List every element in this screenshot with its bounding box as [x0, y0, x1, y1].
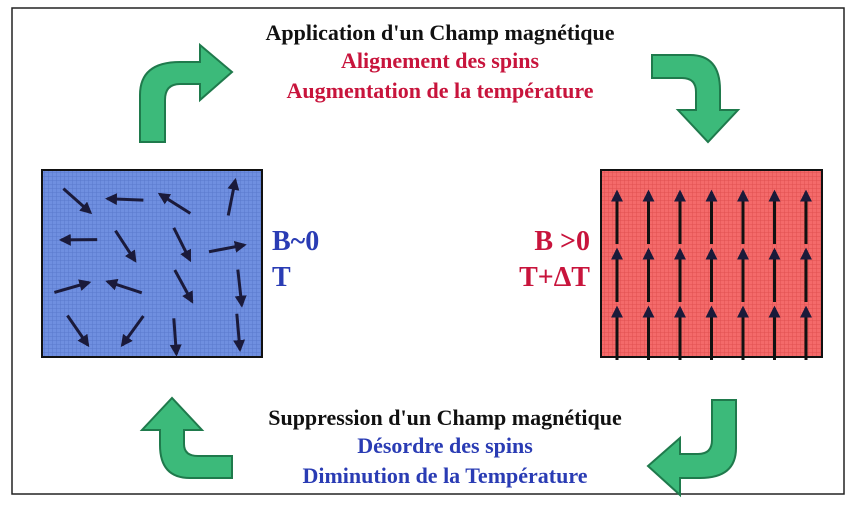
- spin: [114, 229, 137, 263]
- spin: [105, 278, 143, 295]
- spin: [234, 269, 247, 308]
- bottom-line: Diminution de la Température: [302, 463, 587, 488]
- spin: [172, 227, 192, 263]
- right-field: B >0: [534, 226, 590, 257]
- spin: [120, 315, 145, 348]
- right-temp: T+ΔT: [519, 262, 590, 293]
- aligned-spins: [611, 189, 812, 360]
- top-title: Application d'un Champ magnétique: [265, 20, 614, 45]
- spin: [173, 269, 194, 304]
- spin: [62, 187, 93, 215]
- spin: [53, 279, 92, 294]
- spin: [105, 193, 144, 206]
- left-field: B~0: [272, 226, 319, 257]
- spin: [226, 177, 240, 216]
- spin: [157, 192, 192, 215]
- spin: [66, 314, 90, 348]
- spin: [208, 240, 247, 254]
- bottom-line: Désordre des spins: [357, 433, 533, 458]
- random-spins: [53, 177, 247, 357]
- spin: [233, 313, 246, 353]
- top-line: Alignement des spins: [341, 48, 539, 73]
- cycle-arrows: [139, 42, 741, 498]
- spin: [169, 318, 182, 357]
- bottom-title: Suppression d'un Champ magnétique: [268, 405, 622, 430]
- left-temp: T: [272, 262, 291, 293]
- top-line: Augmentation de la température: [287, 78, 594, 103]
